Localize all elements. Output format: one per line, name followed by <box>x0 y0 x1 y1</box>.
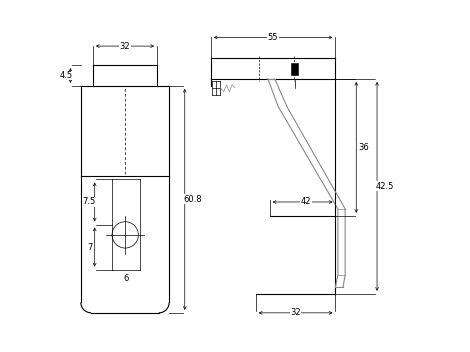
Text: 42: 42 <box>301 197 311 207</box>
Text: 36: 36 <box>358 143 368 152</box>
Text: 4.5: 4.5 <box>60 71 73 80</box>
Text: 7: 7 <box>87 243 93 252</box>
Text: 42.5: 42.5 <box>376 182 394 191</box>
Text: 32: 32 <box>290 308 301 318</box>
Text: 55: 55 <box>268 33 278 42</box>
Text: 7.5: 7.5 <box>82 197 95 207</box>
Bar <box>291 63 298 75</box>
Text: 60.8: 60.8 <box>183 195 202 204</box>
Text: 32: 32 <box>120 42 130 51</box>
Text: 6: 6 <box>123 274 129 283</box>
